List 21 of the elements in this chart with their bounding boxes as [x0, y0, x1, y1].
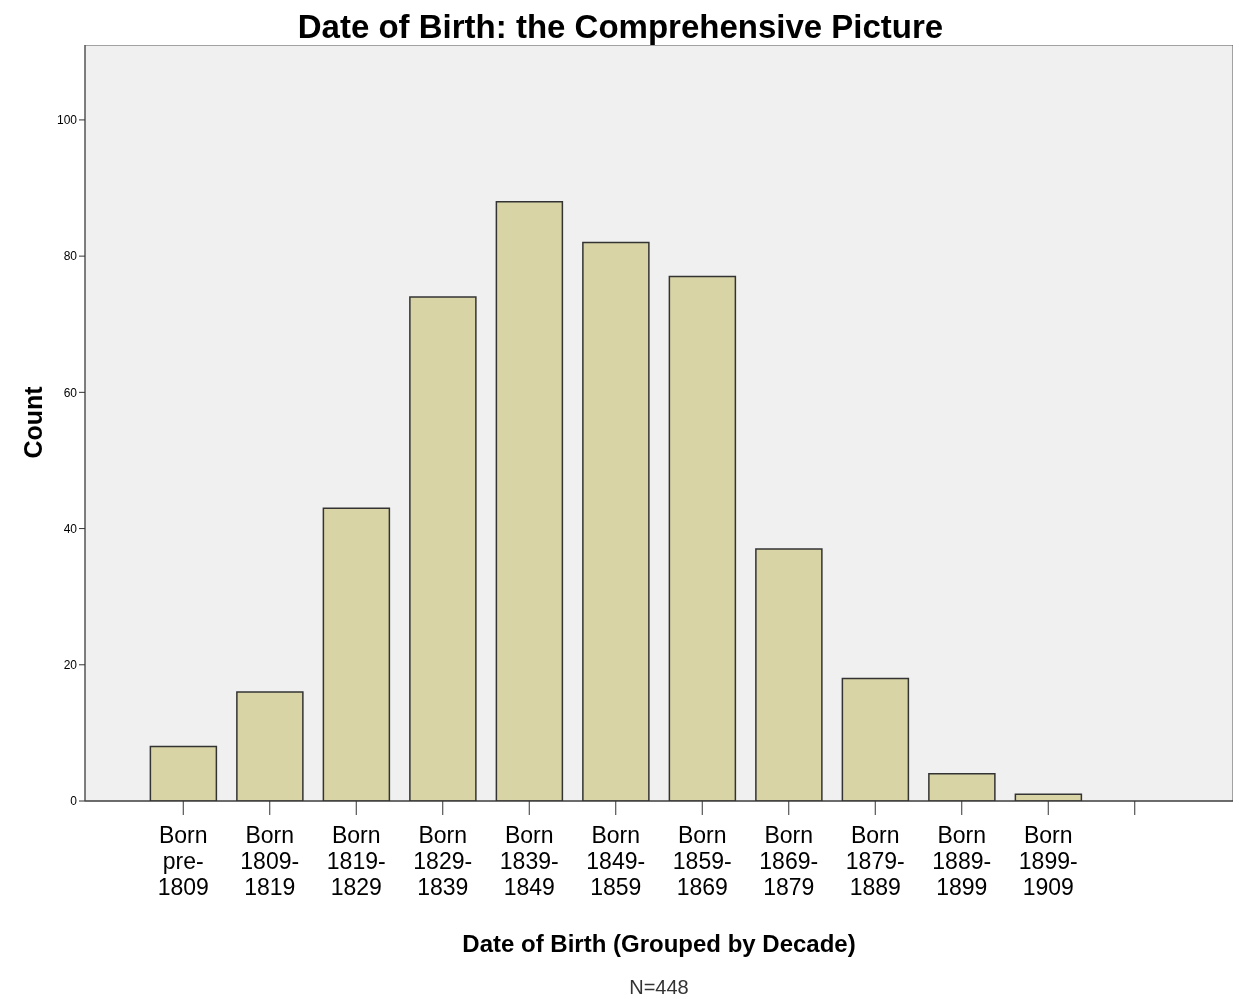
x-tick-label: Born 1819-1829	[326, 822, 386, 900]
x-tick-label: Born 1859-1869	[672, 822, 732, 900]
y-tick-label: 60	[63, 385, 78, 400]
x-tick-label: Born pre-1809	[157, 822, 209, 900]
x-tick-label: Born 1869-1879	[759, 822, 819, 900]
x-tick-label: Born 1829-1839	[413, 822, 473, 900]
y-tick-label: 80	[63, 249, 78, 264]
y-tick-label: 40	[63, 521, 78, 536]
x-tick-label: Born 1849-1859	[586, 822, 646, 900]
x-tick-label: Born 1879-1889	[845, 822, 905, 900]
text: N=448	[628, 976, 690, 999]
x-axis-title: Date of Birth (Grouped by Decade)	[461, 930, 857, 958]
y-tick-label: 20	[63, 658, 78, 673]
y-axis-title: Count	[18, 385, 48, 461]
y-tick-label: 100	[56, 113, 78, 128]
x-tick-label: Born 1899-1909	[1018, 822, 1078, 900]
y-tick-label: 0	[70, 794, 78, 809]
chart-title: Date of Birth: the Comprehensive Picture	[296, 8, 945, 46]
x-tick-label: Born 1889-1899	[932, 822, 992, 900]
x-tick-label: Born 1839-1849	[499, 822, 559, 900]
x-tick-label: Born 1809-1819	[240, 822, 300, 900]
